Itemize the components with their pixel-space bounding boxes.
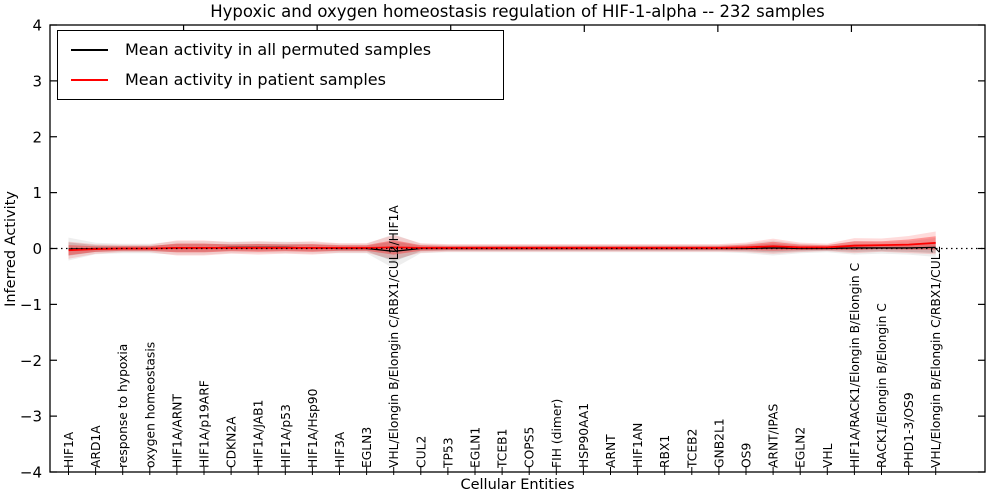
legend-label-patient: Mean activity in patient samples (125, 70, 386, 89)
x-category-label: HIF3A (333, 431, 347, 468)
legend: Mean activity in all permuted samples Me… (57, 30, 504, 100)
y-tick-label: 1 (32, 184, 42, 202)
x-category-label: TP53 (441, 437, 455, 469)
legend-entry-patient: Mean activity in patient samples (71, 66, 503, 93)
x-category-label: FIH (dimer) (550, 399, 564, 468)
legend-label-permuted: Mean activity in all permuted samples (125, 40, 432, 59)
x-category-label: HIF1A/Hsp90 (306, 389, 320, 468)
x-category-label: EGLN3 (360, 427, 374, 468)
x-category-label: CDKN2A (225, 416, 239, 468)
x-category-label: PHD1-3/OS9 (902, 392, 916, 468)
x-category-label: EGLN2 (794, 427, 808, 468)
x-category-label: ARD1A (89, 425, 103, 468)
x-category-label: ARNT/IPAS (767, 404, 781, 468)
x-category-label: HIF1A/p53 (279, 404, 293, 468)
x-category-label: HIF1A/ARNT (170, 394, 184, 468)
x-category-label: TCEB1 (496, 429, 510, 469)
x-category-label: HIF1A/JAB1 (252, 400, 266, 468)
x-category-label: OS9 (740, 443, 754, 468)
band-patient-range (68, 236, 936, 256)
y-tick-label: 0 (32, 240, 42, 258)
x-category-label: VHL (821, 443, 835, 468)
y-tick-label: 3 (32, 72, 42, 90)
patient-line-swatch (71, 78, 108, 81)
y-axis-label: Inferred Activity (3, 191, 19, 307)
x-category-label: VHL/Elongin B/Elongin C/RBX1/CUL2 (929, 246, 943, 468)
x-category-label: CUL2 (414, 436, 428, 468)
x-category-label: oxygen homeostasis (143, 342, 157, 468)
band-patient-range-outer (68, 231, 936, 260)
legend-entry-permuted: Mean activity in all permuted samples (71, 36, 503, 63)
y-tick-label: 2 (32, 128, 42, 146)
chart-title: Hypoxic and oxygen homeostasis regulatio… (210, 2, 825, 21)
x-category-label: HIF1A/RACK1/Elongin B/Elongin C (848, 263, 862, 468)
x-category-label: ARNT (604, 434, 618, 468)
y-tick-label: −3 (20, 408, 42, 426)
y-tick-label: 4 (32, 17, 42, 35)
x-category-label: HIF1AN (631, 423, 645, 468)
x-category-label: GNB2L1 (712, 418, 726, 468)
x-category-label: COPS5 (523, 427, 537, 468)
permuted-line-swatch (71, 48, 108, 51)
x-category-label: HSP90AA1 (577, 403, 591, 468)
x-category-label: RBX1 (658, 435, 672, 468)
band-permuted-range (68, 241, 936, 262)
x-category-label: EGLN1 (469, 427, 483, 468)
x-category-label: HIF1A (62, 431, 76, 468)
x-category-label: HIF1A/p19ARF (198, 380, 212, 468)
x-category-label: VHL/Elongin B/Elongin C/RBX1/CUL2/HIF1A (387, 205, 401, 468)
x-category-label: RACK1/Elongin B/Elongin C (875, 303, 889, 468)
y-tick-label: −1 (20, 296, 42, 314)
x-category-label: TCEB2 (685, 429, 699, 469)
y-tick-label: −2 (20, 352, 42, 370)
x-category-label: response to hypoxia (116, 344, 130, 468)
x-axis-label: Cellular Entities (460, 477, 575, 493)
band-permuted-range-outer (68, 234, 936, 269)
y-tick-label: −4 (20, 464, 42, 482)
